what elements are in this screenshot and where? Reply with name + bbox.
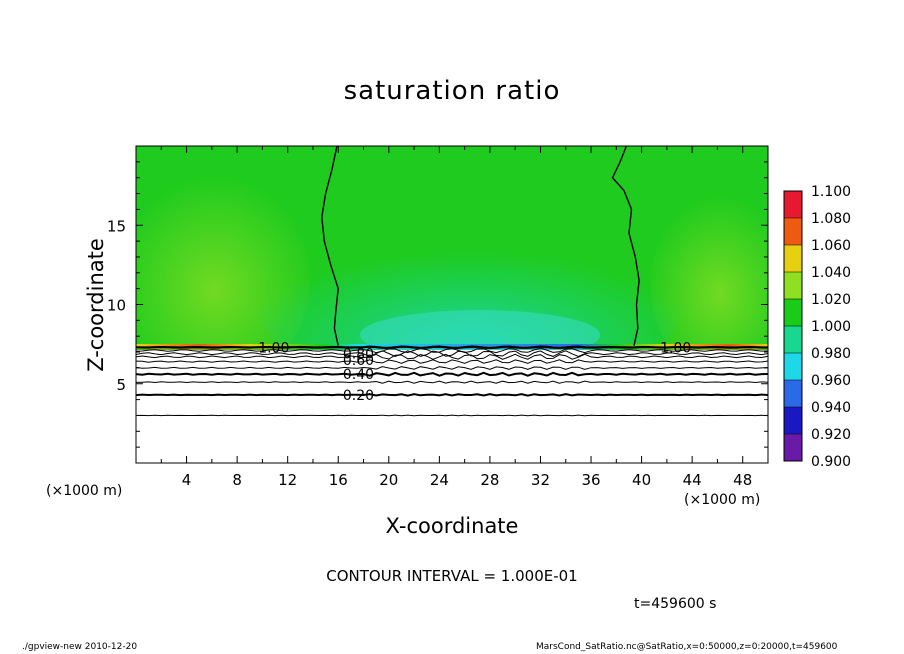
colorbar-label: 0.940 [811,400,851,416]
chart-title: saturation ratio [343,76,561,106]
contour-line [136,347,768,354]
colorbar: 0.900 0.920 0.940 0.960 0.980 1.000 1.020 1.040… [783,184,851,470]
colorbar-swatch [784,380,802,408]
contour-line [136,371,768,377]
contour-label: 0.20 [343,388,374,404]
colorbar-swatch [784,326,802,354]
x-tick-label: 40 [632,471,651,489]
contour-label: 1.00 [258,340,289,356]
x-tick-label: 20 [379,471,398,489]
y-axis-ticks: 5 10 15 [107,161,768,448]
colorbar-frame [783,190,803,462]
x-axis-unit-left: (×1000 m) [46,483,123,499]
colorbar-swatch [784,407,802,435]
contour-interval-note: CONTOUR INTERVAL = 1.000E-01 [326,567,578,585]
contour-line-vertical-left [321,146,339,346]
colorbar-swatch [784,434,802,462]
colorbar-label: 0.900 [811,454,851,470]
colorbar-swatch [784,245,802,273]
x-axis-label: X-coordinate [385,514,519,538]
x-tick-label: 36 [581,471,600,489]
colorbar-label: 0.980 [811,346,851,362]
colorbar-label: 1.080 [811,211,851,227]
x-tick-label: 16 [329,471,348,489]
x-axis-ticks: 4 8 12 16 20 24 28 32 36 40 44 48 [160,146,752,489]
y-tick-label: 15 [107,217,126,235]
x-tick-label: 32 [531,471,550,489]
y-tick-label: 10 [107,297,126,315]
contour-label: 0.80 [343,347,374,363]
footer-left: ./gpview-new 2010-12-20 [22,642,138,652]
colorbar-swatch [784,353,802,381]
contour-line [136,359,768,364]
y-tick-label: 5 [116,376,126,394]
colorbar-swatch [784,191,802,219]
contour-label: 0.60 [343,353,374,369]
colorbar-label: 0.920 [811,427,851,443]
contour-line-vertical-right [611,146,640,346]
contour-labels: 1.00 1.00 0.800.600.40 0.20 [258,340,691,404]
contour-line [136,414,768,417]
x-tick-label: 48 [733,471,752,489]
contour-label: 0.40 [343,367,374,383]
x-axis-unit-right: (×1000 m) [684,492,761,508]
x-tick-label: 12 [278,471,297,489]
colorbar-label: 1.100 [811,184,851,200]
x-tick-label: 44 [683,471,702,489]
x-tick-label: 28 [480,471,499,489]
contour-line [136,353,768,360]
contour-label: 1.00 [660,340,691,356]
footer-right: MarsCond_SatRatio.nc@SatRatio,x=0:50000,… [536,642,838,652]
colorbar-swatch [784,272,802,300]
x-tick-label: 4 [182,471,192,489]
contour-line [136,350,768,358]
colorbar-label: 1.000 [811,319,851,335]
contour-line [136,366,768,370]
x-tick-label: 24 [430,471,449,489]
contour-line [136,393,768,397]
colorbar-label: 1.060 [811,238,851,254]
colorbar-label: 1.040 [811,265,851,281]
colorbar-swatch [784,218,802,246]
time-stamp: t=459600 s [634,596,717,612]
contour-lines [136,146,768,417]
contour-line [136,380,768,384]
colorbar-label: 0.960 [811,373,851,389]
colorbar-label: 1.020 [811,292,851,308]
colorbar-swatch [784,299,802,327]
x-tick-label: 8 [232,471,242,489]
